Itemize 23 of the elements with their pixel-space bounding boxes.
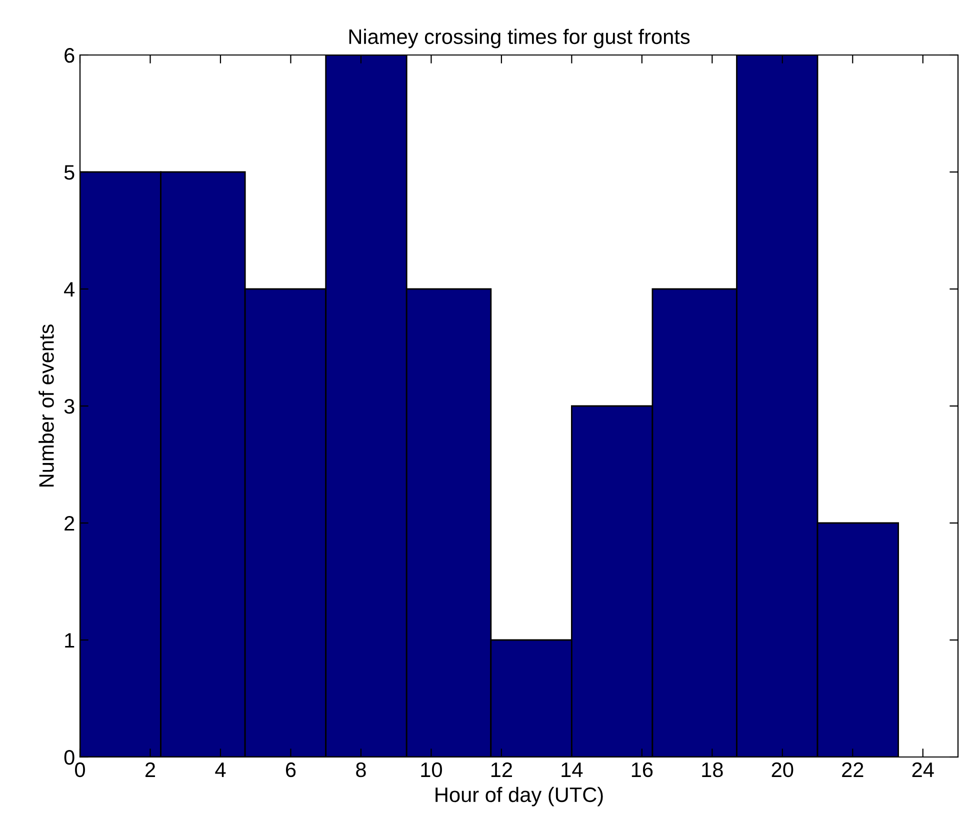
- y-tick-label: 0: [64, 750, 74, 765]
- x-tick-label: 22: [842, 762, 864, 777]
- y-tick-label: 2: [64, 516, 74, 531]
- y-axis-title: Number of events: [38, 324, 54, 486]
- x-axis-title: Hour of day (UTC): [436, 786, 603, 806]
- x-tick-label: 24: [912, 762, 934, 777]
- y-tick-label: 3: [64, 399, 74, 414]
- x-tick-label: 10: [421, 762, 442, 778]
- x-tick-label: 20: [772, 762, 794, 778]
- x-tick-label: 14: [562, 762, 583, 777]
- y-tick-label: 1: [65, 633, 74, 648]
- x-tick-label: 6: [286, 762, 296, 778]
- x-tick-label: 16: [632, 762, 653, 778]
- x-tick-label: 4: [215, 762, 226, 777]
- x-tick-label: 12: [491, 762, 512, 777]
- y-tick-label: 6: [64, 48, 74, 63]
- x-tick-label: 18: [702, 762, 723, 778]
- x-tick-label: 0: [75, 762, 85, 778]
- y-tick-label: 4: [64, 282, 75, 297]
- chart-title: Niamey crossing times for gust fronts: [349, 28, 690, 48]
- y-tick-label: 5: [64, 165, 74, 180]
- x-tick-label: 8: [356, 762, 366, 778]
- x-tick-label: 2: [145, 762, 155, 777]
